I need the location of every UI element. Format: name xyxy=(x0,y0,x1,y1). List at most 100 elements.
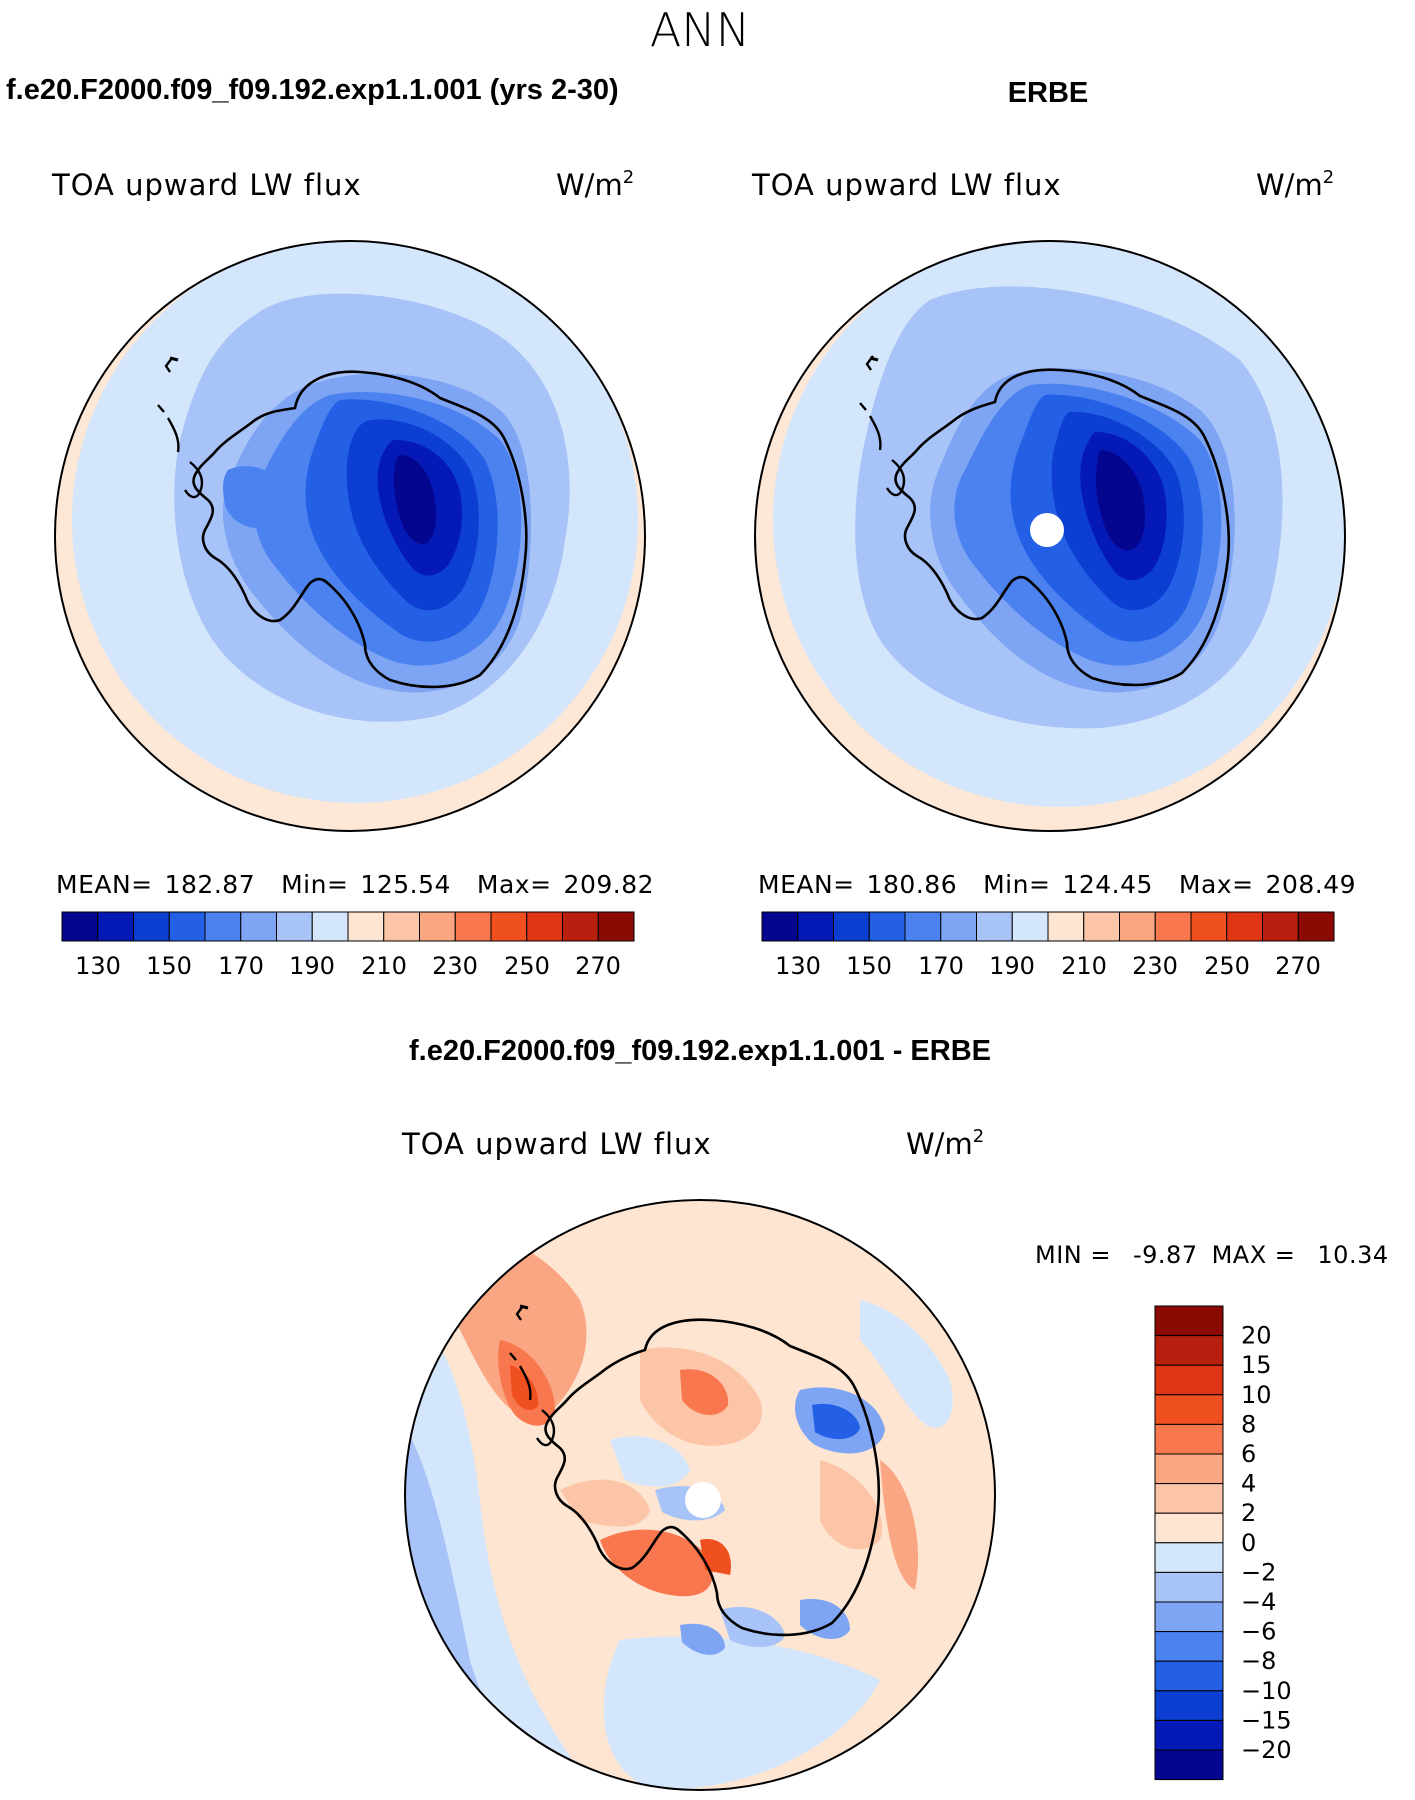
units-label-obs: W/m2 xyxy=(1256,167,1334,202)
colorbar-swatch xyxy=(1119,911,1156,942)
colorbar-swatch xyxy=(347,911,385,942)
colorbar-swatch xyxy=(490,911,528,942)
colorbar-swatch xyxy=(833,911,870,942)
page-title: ANN xyxy=(650,3,750,57)
colorbar-swatch xyxy=(454,911,492,942)
colorbar-swatch xyxy=(1190,911,1228,942)
colorbar-swatch xyxy=(97,911,134,942)
map-panel-obs xyxy=(754,240,1346,832)
colorbar-model xyxy=(61,911,635,942)
cbar-tick: 150 xyxy=(146,952,192,980)
cbar-tick: 210 xyxy=(361,952,407,980)
difference-heading: f.e20.F2000.f09_f09.192.exp1.1.001 - ERB… xyxy=(409,1035,991,1067)
colorbar-swatch xyxy=(1154,1719,1224,1751)
colorbar-swatch xyxy=(204,911,242,942)
map-panel-difference xyxy=(404,1199,996,1791)
pole-mask-diff xyxy=(685,1482,721,1518)
colorbar-swatch xyxy=(311,911,349,942)
colorbar-swatch xyxy=(1154,1335,1224,1366)
colorbar-swatch xyxy=(1154,1305,1224,1337)
cbar-tick: 250 xyxy=(1204,952,1250,980)
colorbar-swatch xyxy=(1047,911,1085,942)
colorbar-label: −6 xyxy=(1241,1618,1276,1646)
colorbar-obs xyxy=(761,911,1335,942)
colorbar-swatch xyxy=(1154,1749,1224,1781)
colorbar-ticks-obs: 130 150 170 190 210 230 250 270 xyxy=(775,952,1321,980)
colorbar-swatch xyxy=(1154,1453,1224,1485)
colorbar-swatch xyxy=(1154,1631,1224,1662)
cbar-tick: 250 xyxy=(504,952,550,980)
stats-obs: MEAN= 180.86 Min= 124.45 Max= 208.49 xyxy=(758,870,1356,899)
colorbar-label: 20 xyxy=(1241,1322,1272,1350)
colorbar-swatch xyxy=(419,911,456,942)
colorbar-swatch xyxy=(61,911,99,942)
diff-minmax: MIN = -9.87 MAX = 10.34 xyxy=(1035,1241,1389,1269)
panel-heading-model: f.e20.F2000.f09_f09.192.exp1.1.001 (yrs … xyxy=(6,74,619,106)
map-border-difference xyxy=(404,1199,996,1791)
colorbar-label: −2 xyxy=(1241,1558,1276,1586)
colorbar-swatch xyxy=(1154,1660,1224,1692)
colorbar-swatch xyxy=(1154,911,1192,942)
map-panel-model xyxy=(54,240,646,832)
colorbar-swatch xyxy=(797,911,834,942)
cbar-tick: 190 xyxy=(989,952,1035,980)
colorbar-swatch xyxy=(761,911,799,942)
colorbar-swatch xyxy=(240,911,277,942)
cbar-tick: 130 xyxy=(775,952,821,980)
colorbar-swatch xyxy=(526,911,563,942)
colorbar-swatch xyxy=(976,911,1013,942)
variable-label-obs: TOA upward LW flux xyxy=(751,168,1062,202)
colorbar-swatch xyxy=(383,911,420,942)
cbar-tick: 230 xyxy=(1132,952,1178,980)
colorbar-swatch xyxy=(904,911,942,942)
variable-label-model: TOA upward LW flux xyxy=(51,168,362,202)
panel-heading-obs: ERBE xyxy=(1008,77,1089,109)
cbar-tick: 130 xyxy=(75,952,121,980)
colorbar-label: −8 xyxy=(1241,1647,1276,1675)
colorbar-swatch xyxy=(1226,911,1263,942)
map-border-model xyxy=(54,240,646,832)
colorbar-swatch xyxy=(562,911,599,942)
variable-label-diff: TOA upward LW flux xyxy=(401,1127,712,1161)
cbar-tick: 170 xyxy=(918,952,964,980)
map-border-obs xyxy=(754,240,1346,832)
colorbar-label: 8 xyxy=(1241,1410,1256,1438)
colorbar-swatch xyxy=(1154,1423,1224,1455)
colorbar-swatch xyxy=(1154,1364,1224,1396)
colorbar-swatch xyxy=(1083,911,1120,942)
colorbar-swatch xyxy=(1154,1690,1224,1721)
colorbar-label: 10 xyxy=(1241,1381,1272,1409)
cbar-tick: 230 xyxy=(432,952,478,980)
cbar-tick: 270 xyxy=(1275,952,1321,980)
colorbar-swatch xyxy=(1011,911,1049,942)
cbar-tick: 170 xyxy=(218,952,264,980)
units-label-model: W/m2 xyxy=(556,167,634,202)
colorbar-label: −10 xyxy=(1241,1677,1292,1705)
colorbar-ticks-model: 130 150 170 190 210 230 250 270 xyxy=(75,952,621,980)
cbar-tick: 190 xyxy=(289,952,335,980)
colorbar-label: 15 xyxy=(1241,1351,1272,1379)
colorbar-swatch xyxy=(1154,1542,1224,1573)
colorbar-label: −15 xyxy=(1241,1706,1292,1734)
colorbar-label: 6 xyxy=(1241,1440,1256,1468)
colorbar-swatch xyxy=(1154,1483,1224,1514)
cbar-tick: 150 xyxy=(846,952,892,980)
colorbar-swatch xyxy=(940,911,977,942)
colorbar-swatch xyxy=(1297,911,1335,942)
colorbar-difference xyxy=(1154,1305,1224,1781)
colorbar-label: 0 xyxy=(1241,1529,1256,1557)
colorbar-swatch xyxy=(276,911,313,942)
colorbar-swatch xyxy=(597,911,635,942)
cbar-tick: 210 xyxy=(1061,952,1107,980)
colorbar-swatch xyxy=(1262,911,1299,942)
stats-model: MEAN= 182.87 Min= 125.54 Max= 209.82 xyxy=(56,870,654,899)
cbar-tick: 270 xyxy=(575,952,621,980)
colorbar-swatch xyxy=(168,911,206,942)
colorbar-swatch xyxy=(1154,1601,1224,1633)
pole-mask-obs xyxy=(1030,513,1064,547)
colorbar-swatch xyxy=(133,911,170,942)
colorbar-label: −20 xyxy=(1241,1736,1292,1764)
units-label-diff: W/m2 xyxy=(906,1126,984,1161)
